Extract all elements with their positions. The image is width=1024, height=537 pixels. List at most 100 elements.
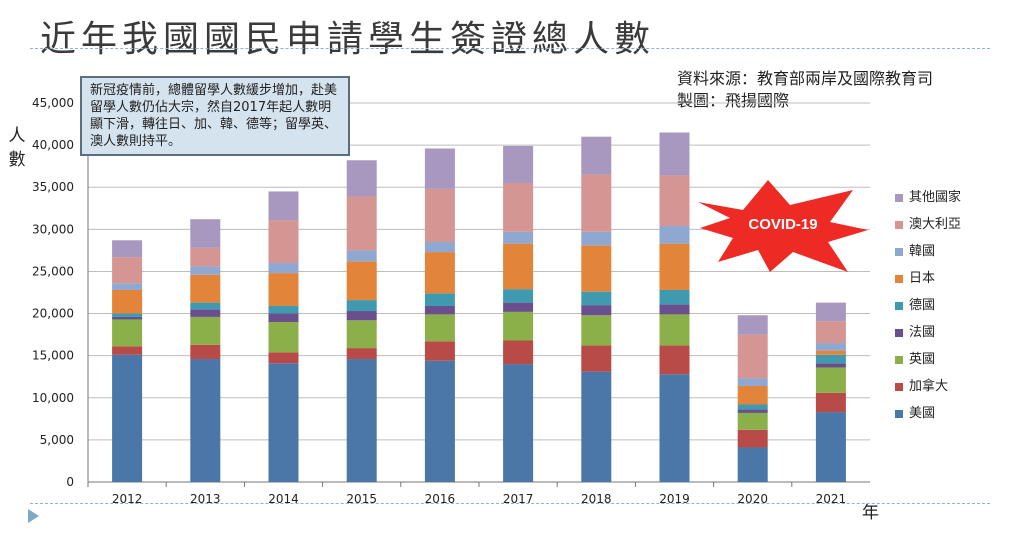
title-divider — [30, 48, 990, 49]
bar-segment — [190, 247, 221, 267]
y-tick-label: 25,000 — [32, 264, 74, 278]
bar-segment — [424, 341, 455, 361]
bar-segment — [424, 188, 455, 242]
x-tick-label: 2015 — [346, 492, 377, 506]
x-tick-label: 2021 — [816, 492, 847, 506]
legend-label: 美國 — [909, 406, 936, 421]
bar-segment — [346, 359, 377, 482]
starburst-icon — [698, 180, 868, 272]
bar-segment — [112, 316, 143, 320]
bar-segment — [815, 412, 846, 482]
legend-item: 澳大利亞 — [895, 211, 961, 238]
bar-segment — [112, 346, 143, 355]
bar-segment — [346, 196, 377, 251]
bar-segment — [581, 305, 612, 316]
bar-segment — [112, 240, 143, 258]
legend-label: 加拿大 — [909, 379, 949, 394]
bar-segment — [112, 283, 143, 290]
x-tick-label: 2014 — [268, 492, 299, 506]
legend-label: 英國 — [909, 352, 936, 367]
bar-segment — [503, 311, 534, 341]
bar-segment — [268, 220, 299, 264]
y-tick-label: 10,000 — [32, 391, 74, 405]
legend-swatch — [895, 355, 903, 364]
legend-label: 韓國 — [909, 244, 936, 259]
chart-legend: 其他國家 澳大利亞 韓國 日本 德國 法國 英國 加拿大 美國 — [895, 184, 961, 427]
bar-segment — [659, 175, 690, 226]
bar-segment — [815, 343, 846, 351]
bar-segment — [346, 250, 377, 262]
bar-segment — [581, 315, 612, 346]
bar-segment — [503, 145, 534, 184]
bar-segment — [737, 385, 768, 405]
bar-segment — [268, 273, 299, 306]
legend-label: 日本 — [909, 271, 936, 286]
legend-swatch — [895, 301, 903, 310]
bar-segment — [815, 363, 846, 368]
y-tick-label: 30,000 — [32, 222, 74, 236]
bar-segment — [424, 305, 455, 315]
bar-segment — [190, 344, 221, 360]
bar-segment — [503, 302, 534, 312]
legend-label: 德國 — [909, 298, 936, 313]
bar-segment — [737, 429, 768, 448]
bar-segment — [659, 243, 690, 290]
bar-segment — [503, 364, 534, 482]
bar-segment — [737, 404, 768, 410]
bar-segment — [268, 191, 299, 221]
bar-segment — [190, 219, 221, 248]
legend-swatch — [895, 220, 903, 229]
bar-segment — [268, 263, 299, 274]
legend-item: 美國 — [895, 400, 961, 427]
bar-segment — [815, 354, 846, 364]
bar-segment — [581, 371, 612, 482]
bar-segment — [503, 289, 534, 303]
bar-segment — [659, 345, 690, 375]
bar-segment — [112, 313, 143, 317]
y-tick-label: 15,000 — [32, 349, 74, 363]
legend-swatch — [895, 382, 903, 391]
y-tick-label: 5,000 — [40, 433, 74, 447]
bar-segment — [268, 363, 299, 482]
x-tick-label: 2017 — [503, 492, 534, 506]
bar-segment — [346, 311, 377, 321]
bar-segment — [346, 261, 377, 301]
bar-segment — [737, 412, 768, 430]
bar-segment — [424, 314, 455, 342]
x-tick-label: 2012 — [112, 492, 143, 506]
bar-segment — [424, 148, 455, 189]
bar-segment — [581, 291, 612, 306]
bar-segment — [268, 352, 299, 364]
bar-segment — [815, 321, 846, 344]
x-tick-label: 2018 — [581, 492, 612, 506]
x-tick-label: 2013 — [190, 492, 221, 506]
credit-line: 製圖：飛揚國際 — [677, 91, 790, 110]
legend-item: 日本 — [895, 265, 961, 292]
bar-segment — [190, 274, 221, 303]
bar-segment — [815, 367, 846, 393]
bar-segment — [581, 231, 612, 246]
bar-segment — [112, 354, 143, 482]
bar-segment — [503, 183, 534, 232]
legend-label: 其他國家 — [909, 190, 962, 205]
bar-segment — [190, 302, 221, 310]
bar-segment — [503, 243, 534, 290]
covid-label: COVID-19 — [748, 216, 818, 233]
legend-label: 澳大利亞 — [909, 217, 962, 232]
bar-segment — [659, 289, 690, 305]
x-tick-label: 2019 — [659, 492, 690, 506]
bar-segment — [112, 257, 143, 284]
bar-segment — [190, 309, 221, 317]
bar-segment — [737, 409, 768, 413]
bar-segment — [190, 316, 221, 345]
y-axis-label: 人數 — [8, 126, 26, 170]
bar-segment — [424, 241, 455, 253]
bar-segment — [659, 314, 690, 346]
bar-segment — [190, 359, 221, 482]
slide-nav-arrow-icon — [28, 509, 39, 523]
source-line: 資料來源：教育部兩岸及國際教育司 — [677, 69, 934, 88]
x-tick-label: 2020 — [737, 492, 768, 506]
bar-segment — [503, 231, 534, 244]
page-title: 近年我國國民申請學生簽證總人數 — [40, 19, 656, 60]
